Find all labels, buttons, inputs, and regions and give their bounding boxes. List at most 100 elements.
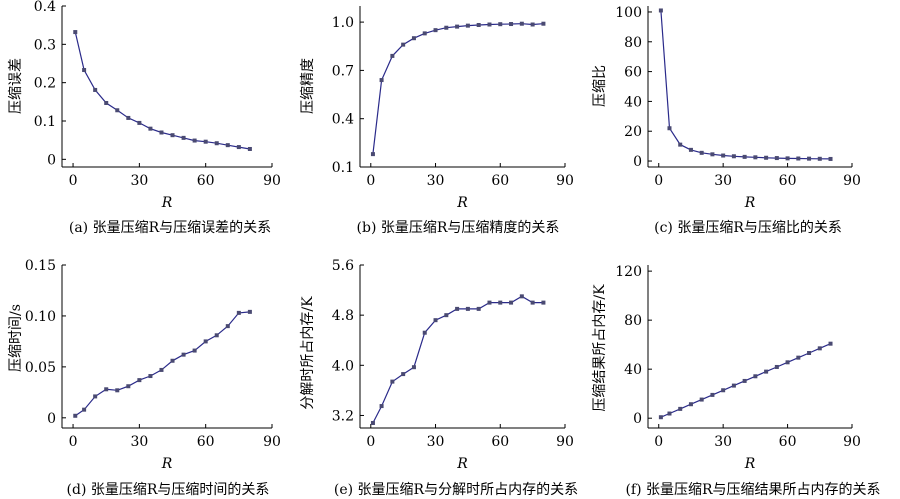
data-point [181, 352, 186, 357]
data-point [465, 23, 470, 28]
series-line [372, 295, 544, 424]
data-point [433, 28, 438, 33]
data-point [699, 150, 704, 155]
data-point [170, 358, 175, 363]
x-tick-label: 60 [491, 434, 509, 450]
x-tick-label: 0 [366, 434, 375, 450]
x-axis-title: R [744, 456, 756, 472]
data-point [181, 135, 186, 140]
data-point [764, 155, 769, 160]
data-point [807, 350, 812, 355]
data-point [236, 145, 241, 150]
x-tick-label: 30 [130, 173, 148, 189]
series-line [660, 10, 831, 160]
data-point [465, 306, 470, 311]
y-tick-label: 40 [624, 94, 642, 110]
data-point [225, 324, 230, 329]
y-tick-label: 0.05 [25, 360, 56, 376]
data-point [82, 407, 87, 412]
data-point [519, 294, 524, 299]
data-point [126, 115, 131, 120]
data-point [433, 318, 438, 323]
data-point [764, 369, 769, 374]
data-point [498, 300, 503, 305]
x-tick-label: 0 [69, 173, 78, 189]
chart-caption: (e) 张量压缩R与分解时所占内存的关系 [334, 482, 578, 498]
data-point [422, 31, 427, 36]
x-tick-label: 90 [263, 434, 281, 450]
data-point [411, 365, 416, 370]
data-point [721, 153, 726, 158]
data-point [796, 355, 801, 360]
chart-caption: (c) 张量压缩R与压缩比的关系 [654, 220, 842, 236]
chart-caption: (b) 张量压缩R与压缩精度的关系 [357, 220, 560, 236]
y-tick-label: 0 [47, 411, 56, 427]
data-point [148, 374, 153, 379]
data-point [753, 155, 758, 160]
x-tick-label: 30 [714, 173, 732, 189]
data-point [658, 415, 663, 420]
y-tick-label: 0.4 [332, 112, 354, 128]
data-point [370, 152, 375, 157]
data-point [774, 156, 779, 161]
chart-caption: (f) 张量压缩R与压缩结果所占内存的关系 [625, 482, 880, 498]
data-point [73, 30, 78, 35]
data-point [807, 156, 812, 161]
y-tick-label: 0 [633, 411, 642, 427]
chart-caption: (a) 张量压缩R与压缩误差的关系 [69, 220, 271, 236]
data-point [170, 133, 175, 138]
data-point [731, 383, 736, 388]
x-tick-label: 30 [714, 434, 732, 450]
chart-panel-a: 0 30 60 90 0 0.1 0.2 0.3 0.4 R 压缩误差 (a) 张量压缩R与压缩误差的… [8, 0, 281, 236]
data-point [785, 156, 790, 161]
y-tick-label: 4.0 [332, 358, 354, 374]
data-point [192, 348, 197, 353]
data-point [390, 379, 395, 384]
y-tick-label: 80 [624, 313, 642, 329]
y-tick-label: 0.3 [34, 37, 56, 53]
data-point [115, 388, 120, 393]
data-point [82, 68, 87, 73]
x-tick-label: 30 [130, 434, 148, 450]
data-point [509, 300, 514, 305]
data-point [401, 42, 406, 47]
y-tick-label: 0 [633, 154, 642, 170]
chart-caption: (d) 张量压缩R与压缩时间的关系 [67, 482, 270, 498]
data-point [530, 300, 535, 305]
data-point [710, 152, 715, 157]
data-point [721, 388, 726, 393]
data-point [247, 309, 252, 314]
data-point [498, 22, 503, 27]
y-tick-label: 120 [615, 264, 642, 280]
x-tick-label: 60 [491, 173, 509, 189]
data-point [104, 100, 109, 105]
data-point [225, 143, 230, 148]
x-axis-title: R [456, 456, 468, 472]
data-point [688, 402, 693, 407]
data-point [541, 300, 546, 305]
x-tick-label: 90 [263, 173, 281, 189]
data-point [455, 306, 460, 311]
data-point [214, 333, 219, 338]
data-point [742, 378, 747, 383]
data-point [530, 22, 535, 27]
y-tick-label: 100 [615, 5, 642, 21]
data-point [753, 374, 758, 379]
series-line [74, 311, 250, 417]
data-point [785, 360, 790, 365]
x-tick-label: 60 [197, 434, 215, 450]
data-point [93, 394, 98, 399]
data-point [487, 300, 492, 305]
x-tick-label: 90 [556, 173, 574, 189]
series-line [372, 23, 544, 155]
data-point [93, 87, 98, 92]
chart-panel-e: 0 30 60 90 3.2 4.0 4.8 5.6 R 分解时所占内存/K (e) 张量压缩R与分… [300, 258, 578, 498]
y-tick-label: 4.8 [332, 308, 354, 324]
y-tick-label: 60 [624, 65, 642, 81]
data-point [148, 126, 153, 131]
data-point [509, 22, 514, 27]
data-point [699, 397, 704, 402]
y-tick-label: 0 [47, 152, 56, 168]
data-point [688, 147, 693, 152]
data-point [422, 330, 427, 335]
